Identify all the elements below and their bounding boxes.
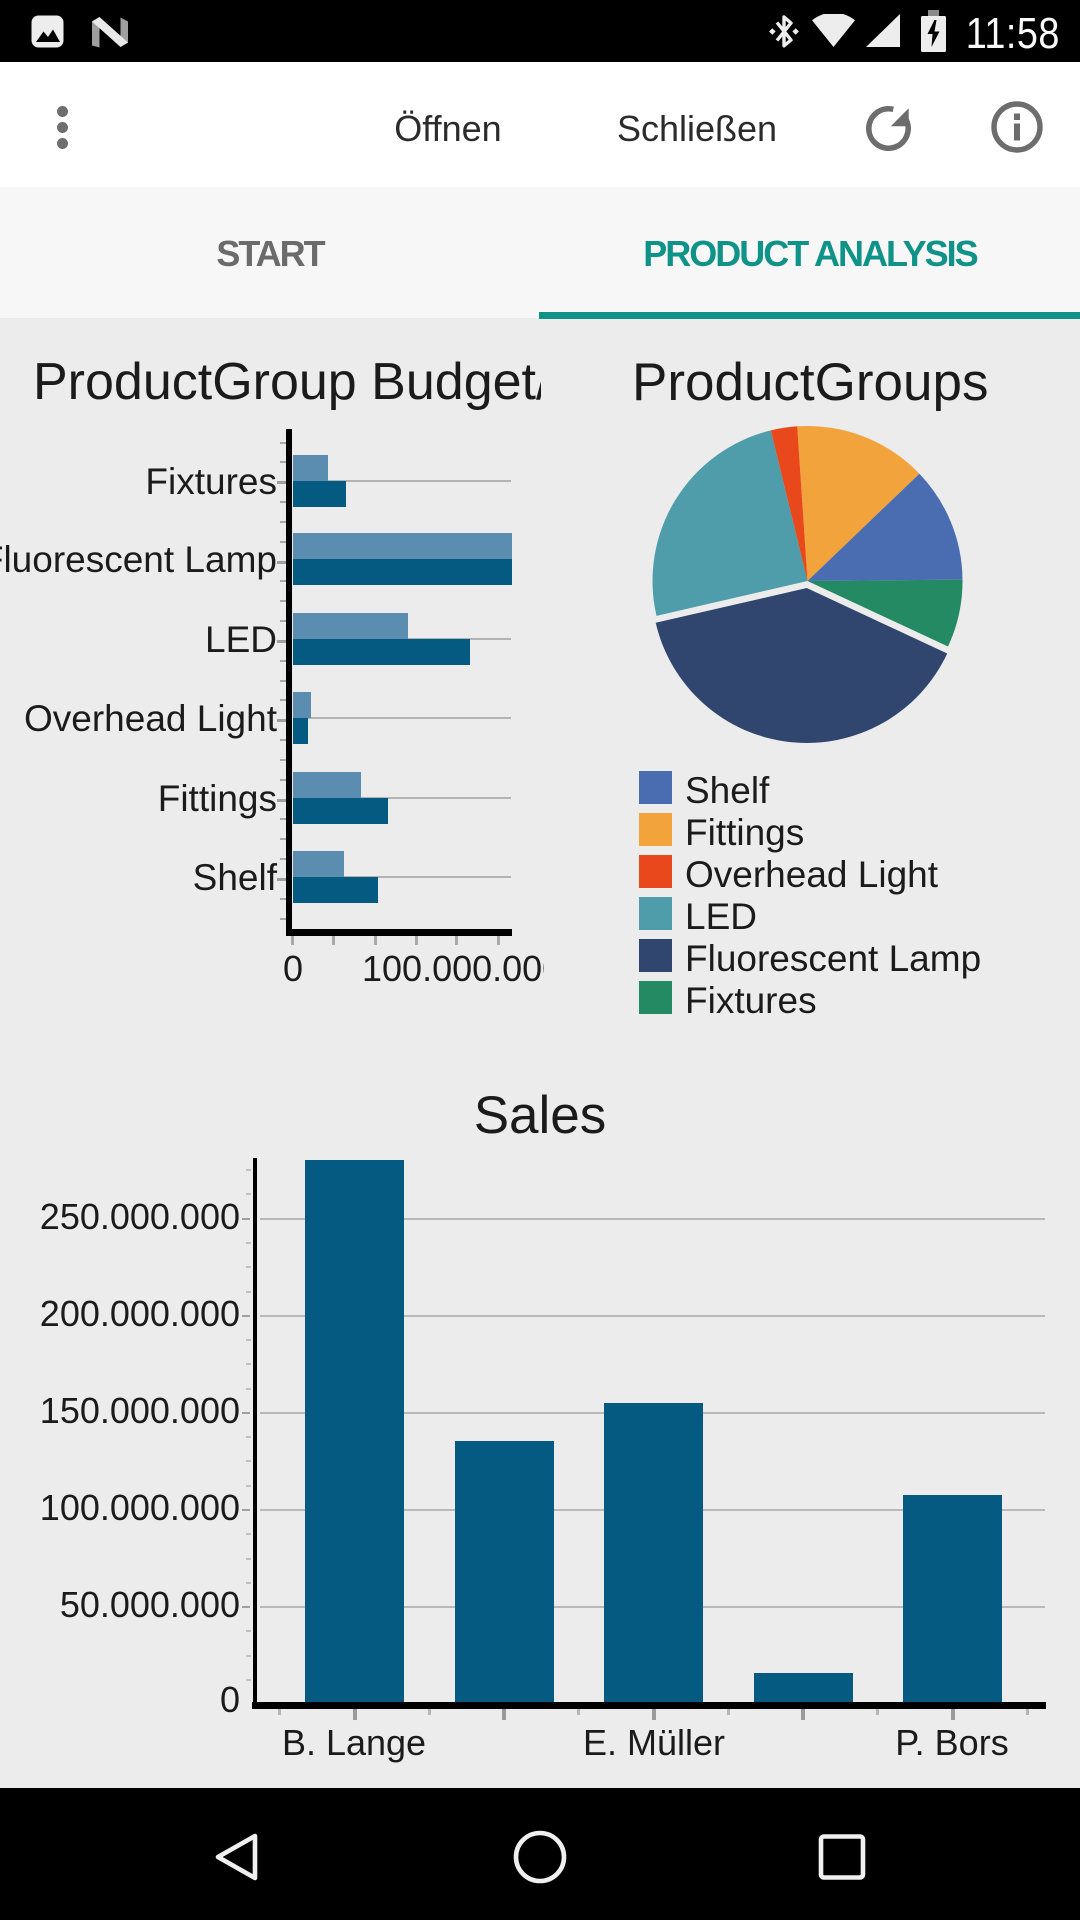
svg-text:11:58: 11:58 [966,8,1060,57]
